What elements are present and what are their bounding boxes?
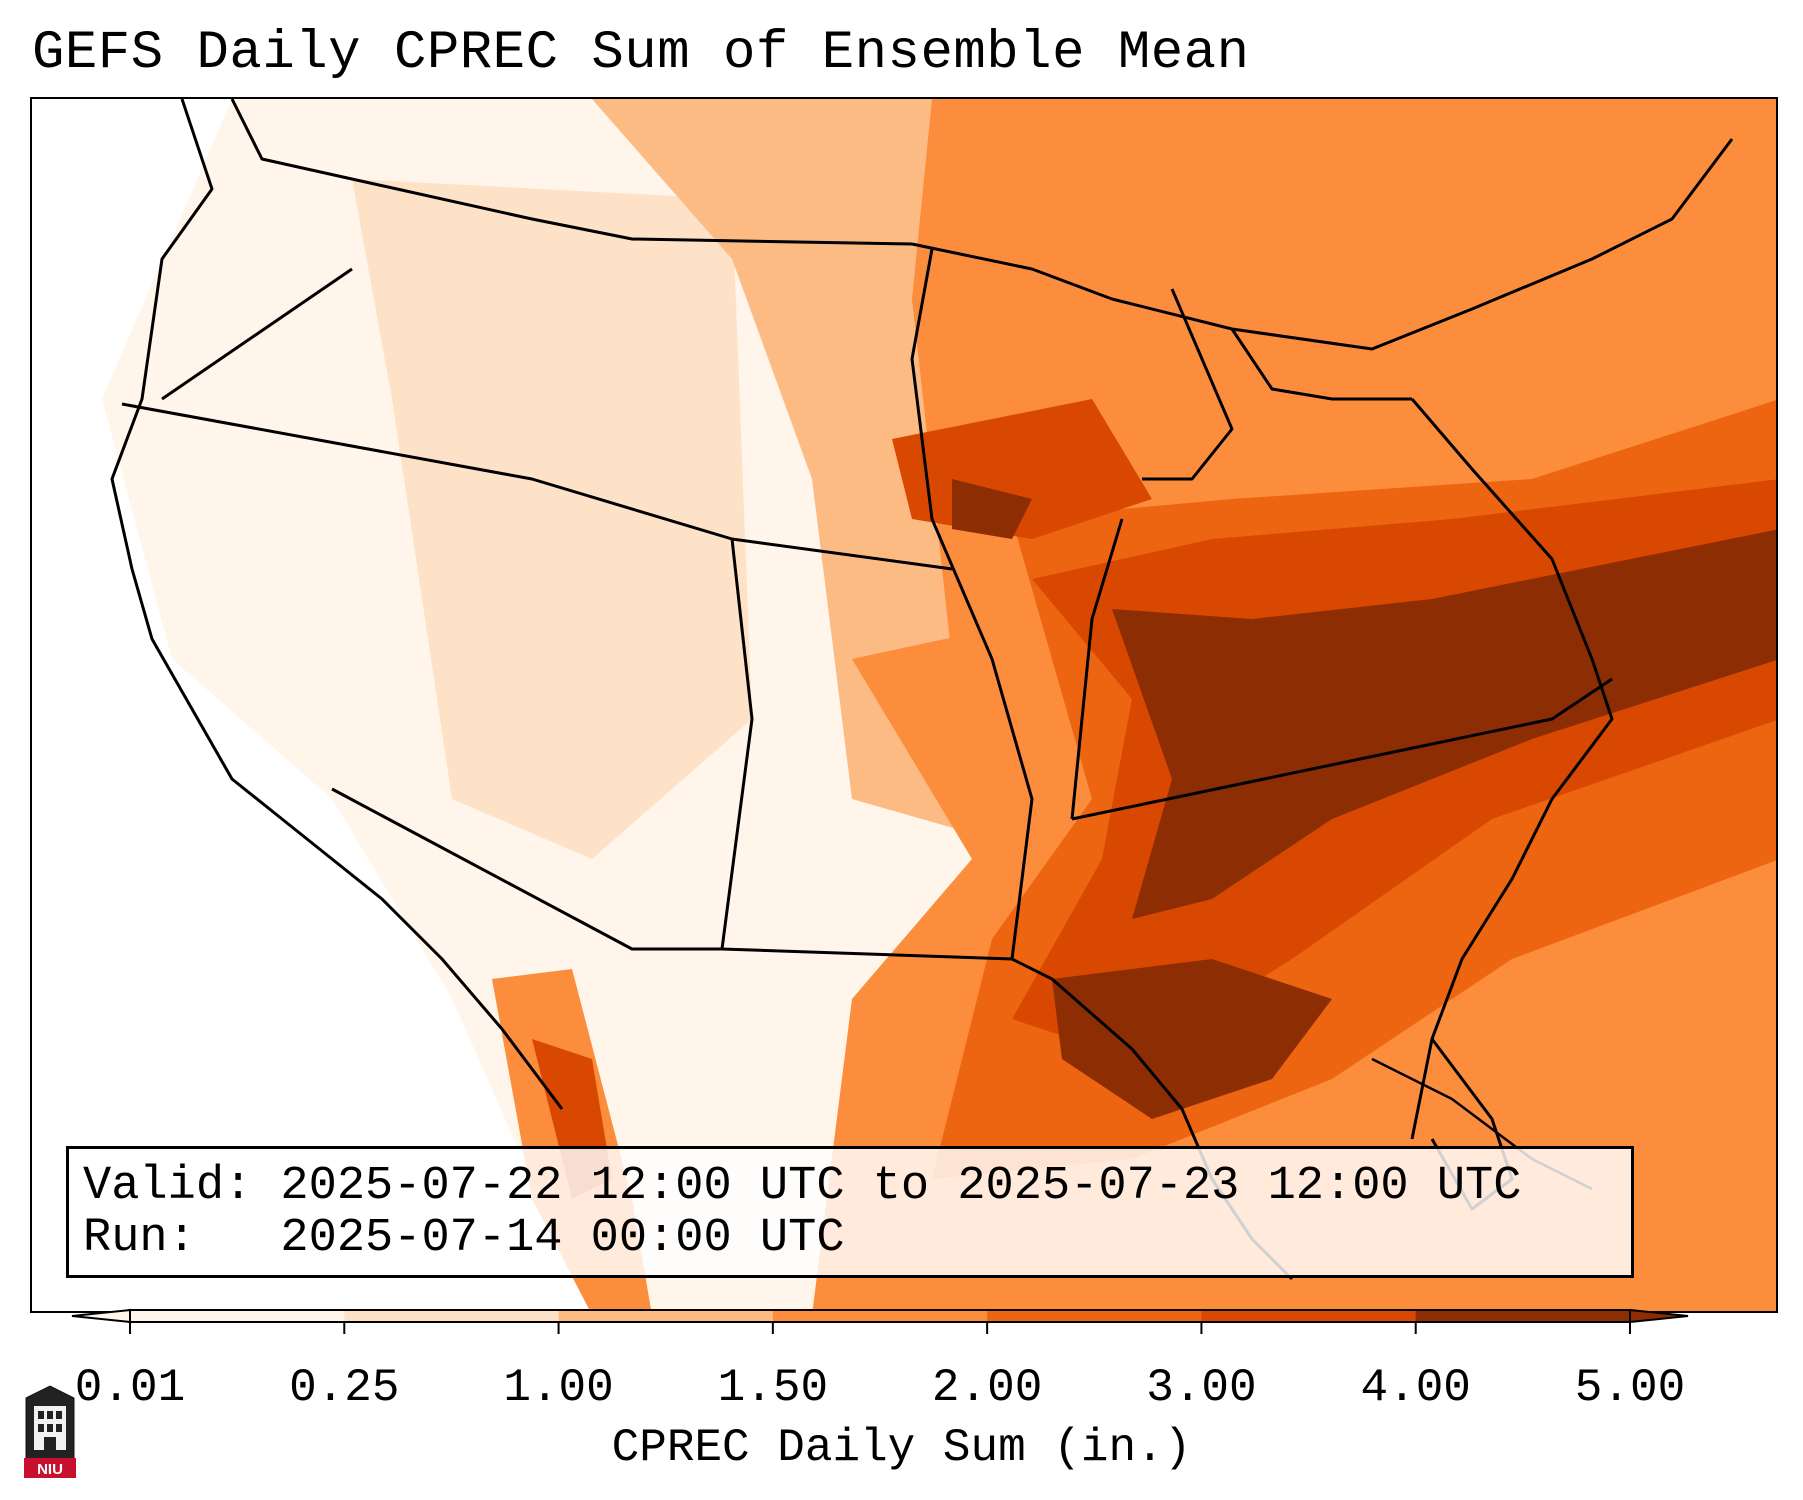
colorbar-segment xyxy=(1415,1310,1631,1322)
great-lakes-mi xyxy=(1142,288,1234,481)
east-coast xyxy=(1410,398,1614,1140)
precip-area-mn-max xyxy=(952,479,1032,539)
niu-logo-text: NIU xyxy=(37,1461,63,1478)
colorbar-segment xyxy=(772,1310,988,1322)
valid-time-box: Valid: 2025-07-22 12:00 UTC to 2025-07-2… xyxy=(66,1146,1634,1278)
colorbar-segment xyxy=(558,1310,774,1322)
precip-map xyxy=(30,97,1778,1313)
precip-area-max xyxy=(1112,529,1776,919)
colorbar-extend-low xyxy=(71,1308,131,1324)
run-time-text: Run: 2025-07-14 00:00 UTC xyxy=(83,1212,845,1265)
canada-east-border xyxy=(911,138,1734,351)
west-coast xyxy=(110,99,564,1110)
colorbar-tick-label: 5.00 xyxy=(1574,1362,1686,1414)
great-lakes-erie-ontario xyxy=(1230,328,1412,401)
state-line-co-nm xyxy=(720,538,754,950)
state-line-tn xyxy=(1071,677,1613,821)
colorbar-tick-label: 3.00 xyxy=(1146,1362,1257,1414)
colorbar-tick-label: 1.50 xyxy=(717,1362,829,1414)
colorbar-extend-high xyxy=(1629,1308,1689,1324)
colorbar-segment xyxy=(344,1310,560,1322)
colorbar-segment xyxy=(130,1310,345,1322)
colorbar xyxy=(71,1308,1689,1334)
state-line-nv-ut-ne xyxy=(121,402,953,571)
niu-logo: NIU xyxy=(24,1385,76,1478)
us-canada-border-west xyxy=(161,267,353,401)
colorbar-label: CPREC Daily Sum (in.) xyxy=(611,1422,1192,1474)
us-canada-border xyxy=(230,99,913,246)
colorbar-tick-label: 2.00 xyxy=(931,1362,1043,1414)
state-line-az-nm-tx xyxy=(331,787,1013,961)
colorbar-tick-label: 0.25 xyxy=(289,1362,400,1414)
valid-time-text: Valid: 2025-07-22 12:00 UTC to 2025-07-2… xyxy=(83,1160,1522,1213)
colorbar-tick-label: 1.00 xyxy=(503,1362,614,1414)
colorbar-tick-label: 4.00 xyxy=(1360,1362,1471,1414)
precip-area-gulf-max xyxy=(1052,959,1332,1119)
colorbar-outline xyxy=(129,1309,1631,1323)
state-line-il-in xyxy=(1070,518,1124,820)
colorbar-segment xyxy=(987,1310,1202,1322)
mississippi-line xyxy=(910,248,1034,960)
map-canvas xyxy=(102,99,1776,1311)
precip-area-west-interior xyxy=(352,179,752,859)
colorbar-segment xyxy=(1201,1310,1417,1322)
colorbar-tick-label: 0.01 xyxy=(74,1362,186,1414)
chart-title: GEFS Daily CPREC Sum of Ensemble Mean xyxy=(32,23,1250,84)
